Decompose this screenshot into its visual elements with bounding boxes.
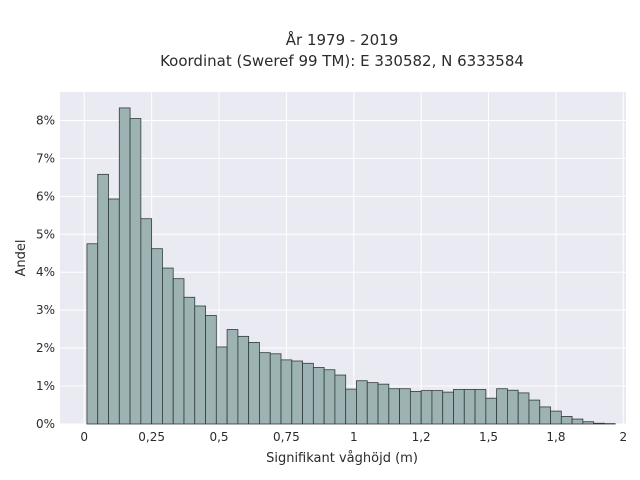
histogram-bar <box>474 389 487 425</box>
x-axis-label: Signifikant våghöjd (m) <box>266 451 418 466</box>
histogram-bar <box>323 369 336 425</box>
x-tick-label: 1,5 <box>479 430 498 444</box>
x-tick-label: 1,2 <box>412 430 431 444</box>
histogram-bar <box>172 278 185 425</box>
histogram-bar <box>453 389 465 425</box>
histogram-bar <box>356 380 368 425</box>
histogram-bar <box>485 397 498 425</box>
y-tick-label: 5% <box>36 227 55 241</box>
histogram-bar <box>442 391 454 425</box>
y-tick-label: 3% <box>36 303 55 317</box>
histogram-bar <box>550 410 562 425</box>
histogram-bar <box>517 392 530 425</box>
histogram-bar <box>528 399 541 425</box>
histogram-bar <box>215 346 228 425</box>
histogram-bar <box>582 421 595 425</box>
histogram-bar <box>496 388 508 425</box>
histogram-bar <box>302 362 314 425</box>
y-tick-label: 6% <box>36 189 55 203</box>
histogram-bar <box>507 389 519 425</box>
x-tick-label: 1,8 <box>546 430 565 444</box>
histogram-bar <box>97 173 109 425</box>
histogram-bar <box>248 342 260 425</box>
histogram-bar <box>86 243 99 425</box>
y-tick-labels: 0% 1% 2% 3% 4% 5% 6% 7% 8% <box>36 113 55 431</box>
histogram-bar <box>312 367 325 425</box>
y-tick-label: 7% <box>36 151 55 165</box>
x-tick-label: 0,25 <box>138 430 165 444</box>
histogram-bar <box>291 360 303 425</box>
histogram-bar <box>259 352 271 425</box>
x-tick-label: 0,5 <box>209 430 228 444</box>
y-axis-label: Andel <box>14 240 29 277</box>
histogram-bar <box>269 353 282 425</box>
histogram-bar <box>463 389 476 425</box>
bars-group <box>86 107 616 425</box>
x-tick-label: 0,75 <box>273 430 300 444</box>
histogram-bar <box>280 359 293 425</box>
histogram-bar <box>140 218 153 425</box>
histogram-bar <box>409 390 422 425</box>
histogram-bar <box>108 198 120 425</box>
x-tick-label: 0 <box>80 430 88 444</box>
histogram-bar <box>118 107 131 425</box>
histogram-bar <box>366 382 379 425</box>
y-tick-label: 2% <box>36 341 55 355</box>
x-tick-labels: 0 0,25 0,5 0,75 1 1,2 1,5 1,8 2 <box>80 430 627 444</box>
histogram-bar <box>162 267 174 425</box>
y-tick-label: 4% <box>36 265 55 279</box>
histogram-bar <box>194 305 206 425</box>
histogram-bar <box>560 416 573 425</box>
histogram-bar <box>183 296 196 425</box>
histogram-bar <box>345 388 357 425</box>
x-tick-label: 2 <box>619 430 627 444</box>
histogram-bar <box>226 329 239 425</box>
x-tick-label: 1 <box>350 430 358 444</box>
histogram-bar <box>399 388 411 425</box>
histogram-bar <box>539 406 551 425</box>
histogram-bar <box>571 418 584 425</box>
y-tick-label: 0% <box>36 417 55 431</box>
histogram-bar <box>420 390 433 425</box>
y-tick-label: 1% <box>36 379 55 393</box>
histogram-bar <box>334 374 347 425</box>
histogram-bar <box>151 248 163 425</box>
histogram-bar <box>237 335 250 425</box>
histogram-bar <box>593 422 605 425</box>
chart-subtitle: Koordinat (Sweref 99 TM): E 330582, N 63… <box>160 52 524 70</box>
y-tick-label: 8% <box>36 113 55 127</box>
histogram-bar <box>129 118 142 425</box>
chart-title: År 1979 - 2019 <box>286 30 399 49</box>
histogram-bar <box>388 388 401 425</box>
histogram-bar <box>377 383 390 425</box>
histogram-bar <box>205 315 217 425</box>
histogram-bar <box>431 390 444 425</box>
